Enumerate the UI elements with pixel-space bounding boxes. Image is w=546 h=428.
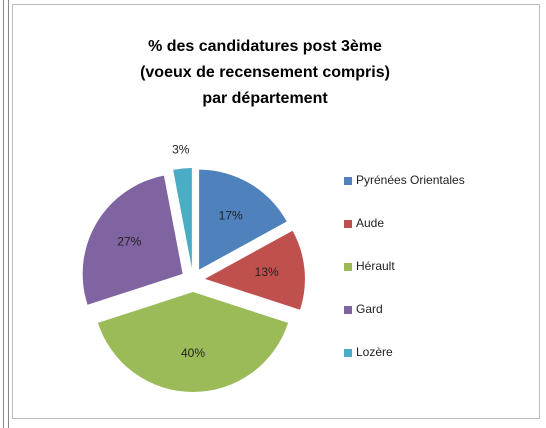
data-label: 27% xyxy=(117,235,141,249)
data-label: 13% xyxy=(255,265,279,279)
legend-swatch xyxy=(344,306,352,314)
legend-label: Hérault xyxy=(356,259,395,273)
pie-slice xyxy=(204,230,305,310)
legend-label: Pyrénées Orientales xyxy=(356,173,465,187)
chart-title: (voeux de recensement compris) xyxy=(140,64,390,81)
chart-border xyxy=(12,4,540,419)
legend-label: Aude xyxy=(356,216,384,230)
chart-title: par département xyxy=(202,90,328,107)
chart-title: % des candidatures post 3ème xyxy=(148,38,382,55)
legend-swatch xyxy=(344,263,352,271)
data-label: 17% xyxy=(219,208,243,222)
legend-swatch xyxy=(344,177,352,185)
legend-label: Lozère xyxy=(356,345,393,359)
data-label: 40% xyxy=(181,346,205,360)
legend-label: Gard xyxy=(356,302,383,316)
pie-slice xyxy=(173,168,192,269)
pie-slice xyxy=(199,169,287,270)
legend-swatch xyxy=(344,349,352,357)
data-label: 3% xyxy=(172,143,190,157)
legend-swatch xyxy=(344,220,352,228)
pie-slice xyxy=(97,292,289,392)
pie-slice xyxy=(82,175,183,305)
